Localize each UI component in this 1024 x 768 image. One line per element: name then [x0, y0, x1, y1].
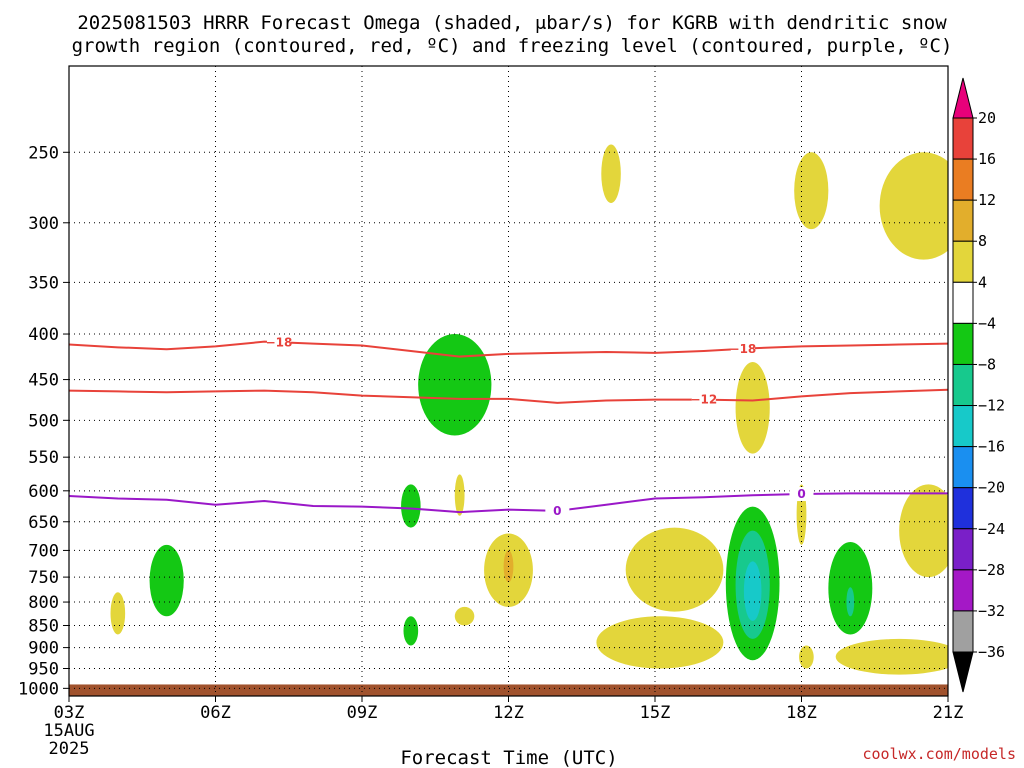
contour-label-bg-0-0	[266, 335, 291, 350]
omega-region-descent-14	[601, 144, 621, 203]
x-axis-title: Forecast Time (UTC)	[400, 747, 617, 768]
colorbar-label-5: −4	[978, 314, 996, 332]
omega-region-ascent-8	[846, 587, 855, 617]
colorbar-bottom-arrow	[952, 651, 974, 693]
contour-line-temp-18	[69, 340, 948, 358]
colorbar-label-3: 8	[978, 232, 987, 250]
omega-colorbar: 20 16 12 8 4 −4 −8 −12 −16 −20 −24 −28 −32 −36	[952, 77, 1005, 693]
contour-label-0-0: −18	[266, 335, 293, 349]
y-tick-label-450: 450	[28, 371, 59, 391]
y-tick-label-350: 350	[28, 273, 59, 293]
chart-title-line-2: growth region (contoured, red, ºC) and f…	[72, 35, 953, 57]
colorbar-label-13: −36	[978, 643, 1005, 661]
omega-region-ascent-2	[401, 484, 421, 528]
colorbar-swatch-0	[952, 117, 974, 160]
y-tick-label-850: 850	[28, 616, 59, 636]
contour-label-bg-2-1	[789, 487, 814, 502]
omega-region-ascent-1	[418, 334, 492, 436]
omega-region-descent-22	[625, 527, 724, 612]
omega-region-ascent-6	[743, 561, 762, 621]
colorbar-swatch-3	[952, 240, 974, 283]
y-tick-label-250: 250	[28, 143, 59, 163]
colorbar-swatch-7	[952, 405, 974, 448]
colorbar-top-arrow	[952, 77, 974, 119]
omega-region-descent-23	[596, 616, 724, 669]
contour-label-bg-0-1	[730, 341, 755, 356]
y-tick-label-300: 300	[28, 214, 59, 234]
x-tick-label-12: 12Z	[493, 703, 524, 723]
y-tick-label-750: 750	[28, 568, 59, 588]
colorbar-swatch-4	[952, 281, 974, 324]
y-tick-label-550: 550	[28, 448, 59, 468]
colorbar-swatch-5	[952, 322, 974, 365]
contour-label-bg-1-0	[691, 392, 716, 407]
surface-ground-band	[69, 684, 948, 696]
colorbar-label-9: −20	[978, 479, 1005, 497]
colorbar-swatch-9	[952, 487, 974, 530]
contour-line-temp-12	[69, 388, 948, 404]
y-tick-label-650: 650	[28, 513, 59, 533]
colorbar-label-1: 16	[978, 150, 996, 168]
y-tick-label-1000: 1000	[18, 679, 59, 699]
colorbar-swatch-12	[952, 610, 974, 653]
contour-label-2-1: 0	[797, 487, 805, 501]
contour-label-1-0: −12	[690, 393, 717, 407]
colorbar-swatch-1	[952, 158, 974, 201]
colorbar-label-4: 4	[978, 273, 987, 291]
colorbar-label-7: −12	[978, 397, 1005, 415]
y-tick-label-400: 400	[28, 325, 59, 345]
x-tick-label-15: 15Z	[640, 703, 671, 723]
colorbar-label-11: −28	[978, 561, 1005, 579]
y-tick-label-700: 700	[28, 541, 59, 561]
colorbar-label-8: −16	[978, 438, 1005, 456]
x-tick-label-21: 21Z	[933, 703, 964, 723]
y-tick-label-600: 600	[28, 482, 59, 502]
omega-region-descent-10	[454, 474, 465, 516]
credit-link[interactable]: coolwx.com/models	[862, 745, 1016, 763]
colorbar-swatch-6	[952, 363, 974, 407]
omega-region-ascent-0	[149, 544, 184, 617]
x-tick-label-3: 03Z	[54, 703, 85, 723]
contour-label-2-0: 0	[553, 504, 561, 518]
omega-region-descent-21	[835, 638, 948, 675]
colorbar-label-2: 12	[978, 191, 996, 209]
colorbar-swatch-10	[952, 528, 974, 571]
omega-region-descent-9	[110, 592, 126, 635]
colorbar-swatch-11	[952, 569, 974, 612]
x-tick-label-18: 18Z	[786, 703, 817, 723]
x-tick-label-6: 06Z	[200, 703, 231, 723]
omega-region-ascent-3	[403, 616, 419, 646]
colorbar-label-12: −32	[978, 602, 1005, 620]
omega-region-descent-15	[735, 361, 770, 454]
omega-region-descent-20	[899, 484, 948, 578]
colorbar-label-0: 20	[978, 109, 996, 127]
contour-label-bg-2-0	[545, 503, 570, 518]
omega-region-descent-16	[794, 152, 829, 230]
colorbar-swatch-8	[952, 446, 974, 489]
y-tick-label-800: 800	[28, 593, 59, 613]
colorbar-label-10: −24	[978, 520, 1005, 538]
omega-region-descent-11	[454, 606, 475, 626]
colorbar-swatch-2	[952, 199, 974, 242]
y-tick-label-500: 500	[28, 411, 59, 431]
chart-title-line-1: 2025081503 HRRR Forecast Omega (shaded, …	[77, 12, 947, 34]
plot-area: −18 −18 −12 0 0 250 300 350 400 450 500 550 600 650 70…	[18, 65, 964, 759]
x-tick-date-line: 15AUG	[43, 721, 94, 741]
omega-region-descent-19	[879, 152, 948, 260]
omega-region-descent-18	[799, 645, 814, 669]
plot-inner: −18 −18 −12 0 0	[69, 66, 948, 696]
x-tick-label-9: 09Z	[347, 703, 378, 723]
y-tick-label-950: 950	[28, 660, 59, 680]
contour-label-0-1: −18	[730, 342, 757, 356]
colorbar-label-6: −8	[978, 355, 996, 373]
y-tick-label-900: 900	[28, 639, 59, 659]
x-tick-year-line: 2025	[49, 739, 90, 759]
